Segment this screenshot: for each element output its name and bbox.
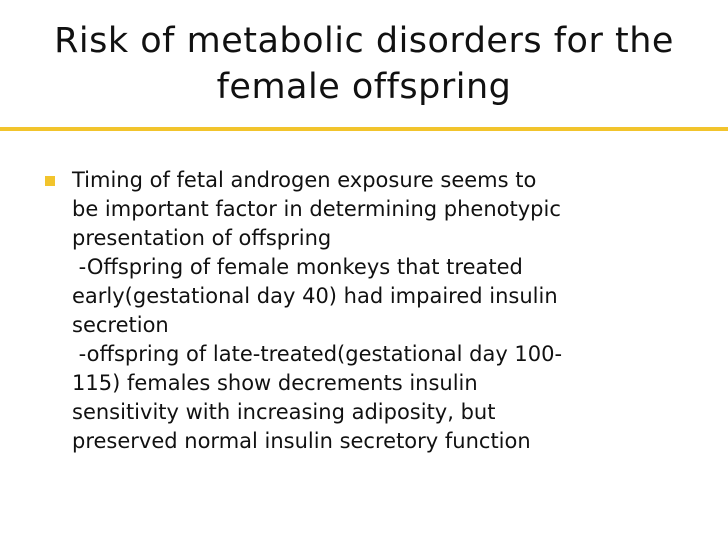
sub-paragraph-line: 115) females show decrements insulin	[72, 371, 478, 395]
bullet-line: be important factor in determining pheno…	[72, 197, 561, 221]
sub-paragraph-line: sensitivity with increasing adiposity, b…	[72, 400, 496, 424]
bullet-line: Timing of fetal androgen exposure seems …	[72, 168, 537, 192]
sub-paragraph-line: preserved normal insulin secretory funct…	[72, 429, 531, 453]
bullet-line: presentation of offspring	[72, 226, 332, 250]
sub-paragraph-line: early(gestational day 40) had impaired i…	[72, 284, 558, 308]
slide-title-line-1: Risk of metabolic disorders for the	[54, 21, 674, 61]
slide-title-line-2: female offspring	[216, 67, 512, 107]
slide-body: Timing of fetal androgen exposure seems …	[72, 166, 692, 456]
sub-paragraph-early: -Offspring of female monkeys that treate…	[72, 253, 692, 340]
bullet-paragraph: Timing of fetal androgen exposure seems …	[72, 166, 692, 253]
sub-paragraph-line: -offspring of late-treated(gestational d…	[72, 342, 563, 366]
sub-paragraph-late: -offspring of late-treated(gestational d…	[72, 340, 692, 456]
slide-title: Risk of metabolic disorders for the fema…	[20, 18, 708, 110]
sub-paragraph-line: secretion	[72, 313, 169, 337]
square-bullet-icon	[45, 176, 55, 186]
sub-paragraph-line: -Offspring of female monkeys that treate…	[72, 255, 523, 279]
title-divider	[0, 127, 728, 131]
